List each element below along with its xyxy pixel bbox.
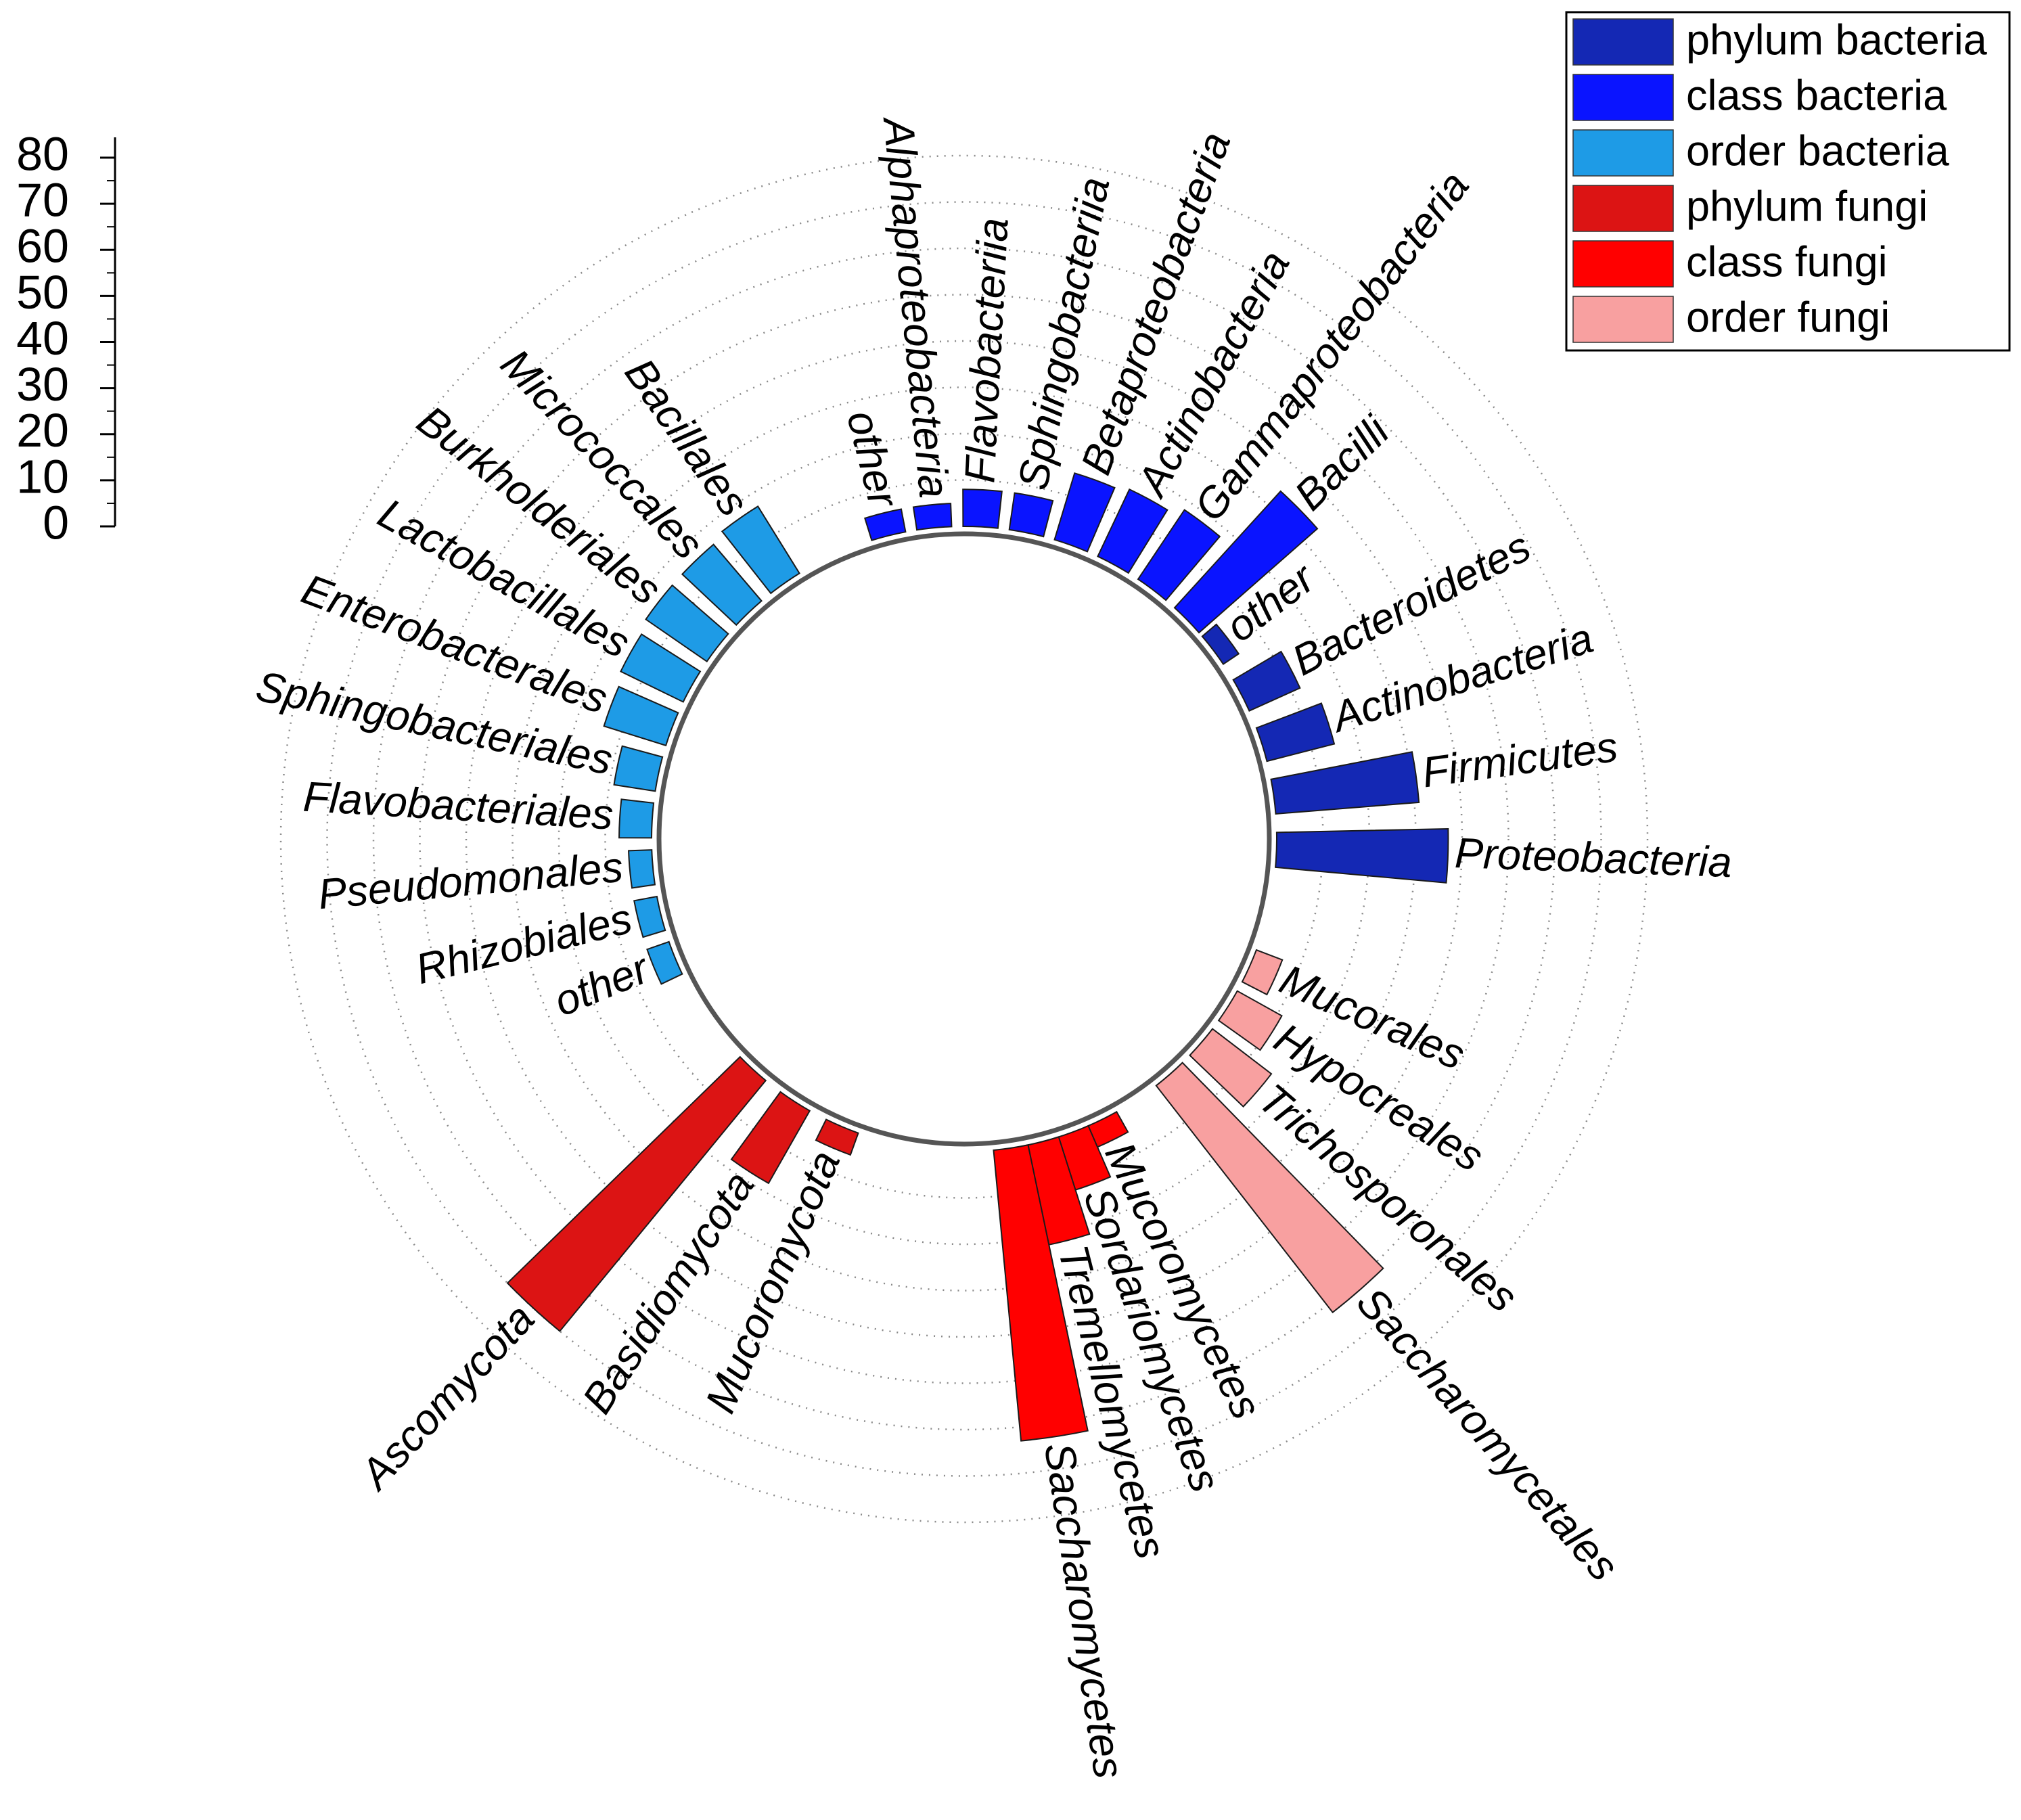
label-order-bacteria-flavobacteriales: Flavobacteriales [302, 773, 614, 839]
bar-phylum-bacteria-bacteroidetes [1232, 650, 1301, 712]
label-order-fungi-saccharomycetales: Saccharomycetales [1347, 1279, 1627, 1590]
scale-tick-label-0: 0 [43, 496, 69, 549]
legend-label-class-fungi: class fungi [1686, 239, 1888, 286]
legend-label-phylum-fungi: phylum fungi [1686, 183, 1928, 231]
bar-order-bacteria-rhizobiales [633, 895, 666, 938]
scale-tick-label-20: 20 [16, 404, 69, 457]
bar-class-bacteria-betaproteobacteria [1053, 472, 1116, 553]
label-class-bacteria-flavobacteriia: Flavobacteriia [956, 217, 1017, 484]
bar-class-bacteria-bacilli [1173, 490, 1319, 634]
gridline-50 [419, 294, 1509, 1384]
scale-tick-label-70: 70 [16, 174, 69, 227]
legend-swatch-order-bacteria [1572, 129, 1674, 177]
label-phylum-fungi-ascomycota: Ascomycota [350, 1295, 543, 1500]
bar-class-fungi-saccharomycetes [993, 1144, 1089, 1442]
bar-class-bacteria-actinobacteria [1097, 488, 1168, 574]
scale-tick-label-10: 10 [16, 450, 69, 503]
legend-swatch-phylum-bacteria [1572, 18, 1674, 66]
bar-order-bacteria-flavobacteriales [618, 798, 655, 839]
legend-label-order-fungi: order fungi [1686, 294, 1890, 342]
scale-tick-label-60: 60 [16, 220, 69, 273]
legend-swatch-phylum-fungi [1572, 185, 1674, 232]
legend-label-class-bacteria: class bacteria [1686, 72, 1947, 120]
legend-swatch-order-fungi [1572, 296, 1674, 343]
bar-class-bacteria-gammaproteobacteria [1137, 509, 1221, 601]
bar-order-bacteria-pseudomonales [628, 849, 656, 889]
legend-label-phylum-bacteria: phylum bacteria [1686, 17, 1988, 64]
bar-class-bacteria-other [863, 508, 907, 541]
bar-phylum-bacteria-firmicutes [1270, 751, 1420, 815]
bar-order-bacteria-micrococcales [681, 543, 763, 627]
scale-tick-label-40: 40 [16, 312, 69, 365]
bar-order-fungi-mucorales [1241, 949, 1284, 996]
legend-label-order-bacteria: order bacteria [1686, 128, 1950, 175]
bar-phylum-fungi-ascomycota [506, 1055, 767, 1332]
bars [506, 472, 1449, 1442]
bar-phylum-fungi-mucoromycota [815, 1118, 859, 1156]
bar-order-bacteria-sphingobacteriales [613, 745, 664, 792]
bar-order-bacteria-burkholderiales [645, 584, 729, 663]
label-phylum-bacteria-firmicutes: Firmicutes [1420, 723, 1620, 797]
bar-order-bacteria-enterobacterales [603, 685, 679, 747]
inner-baseline-circle [656, 531, 1272, 1147]
bar-order-fungi-hypocreales [1217, 990, 1283, 1051]
label-class-bacteria-other: other [838, 406, 907, 514]
legend-box [1565, 11, 2011, 352]
scale-tick-label-80: 80 [16, 127, 69, 180]
bar-order-bacteria-lactobacillales [620, 633, 702, 703]
bar-order-bacteria-bacillales [721, 505, 800, 595]
legend-swatch-class-bacteria [1572, 74, 1674, 121]
bar-phylum-fungi-basidiomycota [730, 1091, 811, 1185]
gridline-80 [279, 154, 1649, 1524]
gridline-40 [465, 340, 1463, 1338]
bar-phylum-bacteria-proteobacteria [1275, 827, 1449, 884]
label-phylum-bacteria-proteobacteria: Proteobacteria [1454, 829, 1733, 886]
bar-order-fungi-trichosporonales [1189, 1028, 1273, 1108]
gridline-60 [372, 247, 1556, 1431]
bar-class-bacteria-sphingobacteriia [1008, 492, 1054, 538]
bar-class-bacteria-flavobacteriia [962, 488, 1003, 529]
scale-tick-label-30: 30 [16, 358, 69, 411]
bar-order-fungi-saccharomycetales [1155, 1062, 1384, 1314]
bar-phylum-bacteria-actinobacteria [1255, 702, 1336, 763]
legend-swatch-class-fungi [1572, 240, 1674, 288]
scale-tick-label-50: 50 [16, 266, 69, 319]
gridline-70 [326, 201, 1602, 1477]
legend: phylum bacteria class bacteria order bacte… [1565, 11, 2011, 352]
bar-class-bacteria-alphaproteobacteria [912, 503, 953, 531]
bar-phylum-bacteria-other [1201, 623, 1240, 666]
bar-order-bacteria-other [646, 940, 683, 985]
